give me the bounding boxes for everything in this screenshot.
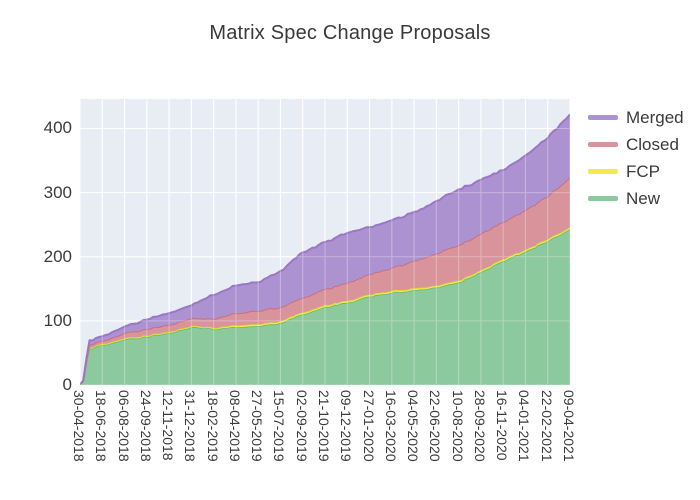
legend-swatch-icon	[588, 169, 618, 174]
y-tick-label: 0	[62, 375, 72, 394]
legend-label: FCP	[626, 162, 660, 181]
legend-item-merged[interactable]: Merged	[588, 108, 684, 127]
x-tick-label: 24-09-2018	[137, 390, 154, 462]
x-tick-label: 27-01-2020	[360, 390, 377, 462]
legend-swatch-icon	[588, 115, 618, 120]
legend-swatch-icon	[588, 142, 618, 147]
legend-label: Merged	[626, 108, 684, 127]
legend-item-closed[interactable]: Closed	[588, 135, 684, 154]
x-tick-label: 28-09-2020	[471, 390, 488, 462]
x-tick-label: 22-02-2021	[538, 390, 555, 462]
x-tick-label: 02-09-2019	[293, 390, 310, 462]
x-tick-label: 27-05-2019	[249, 390, 266, 462]
x-tick-label: 08-04-2019	[226, 390, 243, 462]
x-tick-label: 15-07-2019	[271, 390, 288, 462]
x-tick-label: 10-08-2020	[449, 390, 466, 462]
x-tick-label: 18-06-2018	[93, 390, 110, 462]
legend-item-new[interactable]: New	[588, 189, 684, 208]
legend-item-fcp[interactable]: FCP	[588, 162, 684, 181]
x-tick-label: 30-04-2018	[71, 390, 87, 462]
area-fcp	[80, 227, 570, 385]
legend-label: New	[626, 189, 661, 208]
x-tick-label: 16-11-2020	[494, 390, 511, 461]
area-merged	[80, 114, 570, 385]
stacked-area-plot	[79, 99, 571, 386]
y-tick-label: 200	[43, 246, 72, 266]
x-tick-label: 16-03-2020	[382, 390, 399, 462]
chart-title: Matrix Spec Change Proposals	[209, 22, 491, 44]
legend-label: Closed	[626, 135, 679, 154]
x-tick-label: 31-12-2018	[182, 390, 199, 462]
y-tick-label: 300	[43, 182, 72, 202]
x-tick-label: 04-01-2021	[516, 390, 533, 462]
x-tick-label: 18-02-2019	[204, 390, 221, 462]
x-tick-label: 12-11-2018	[160, 390, 177, 461]
legend-swatch-icon	[588, 196, 618, 201]
y-tick-label: 400	[43, 118, 72, 138]
x-tick-label: 09-12-2019	[338, 390, 355, 462]
x-tick-label: 09-04-2021	[561, 390, 577, 462]
x-tick-label: 22-06-2020	[427, 390, 444, 462]
legend: Merged Closed FCP New	[588, 108, 684, 216]
plot-area	[79, 99, 571, 386]
y-tick-label: 100	[43, 310, 72, 330]
x-tick-label: 04-05-2020	[405, 390, 422, 462]
line-merged	[79, 113, 571, 386]
x-tick-label: 21-10-2019	[316, 390, 332, 462]
x-tick-label: 06-08-2018	[115, 390, 132, 462]
